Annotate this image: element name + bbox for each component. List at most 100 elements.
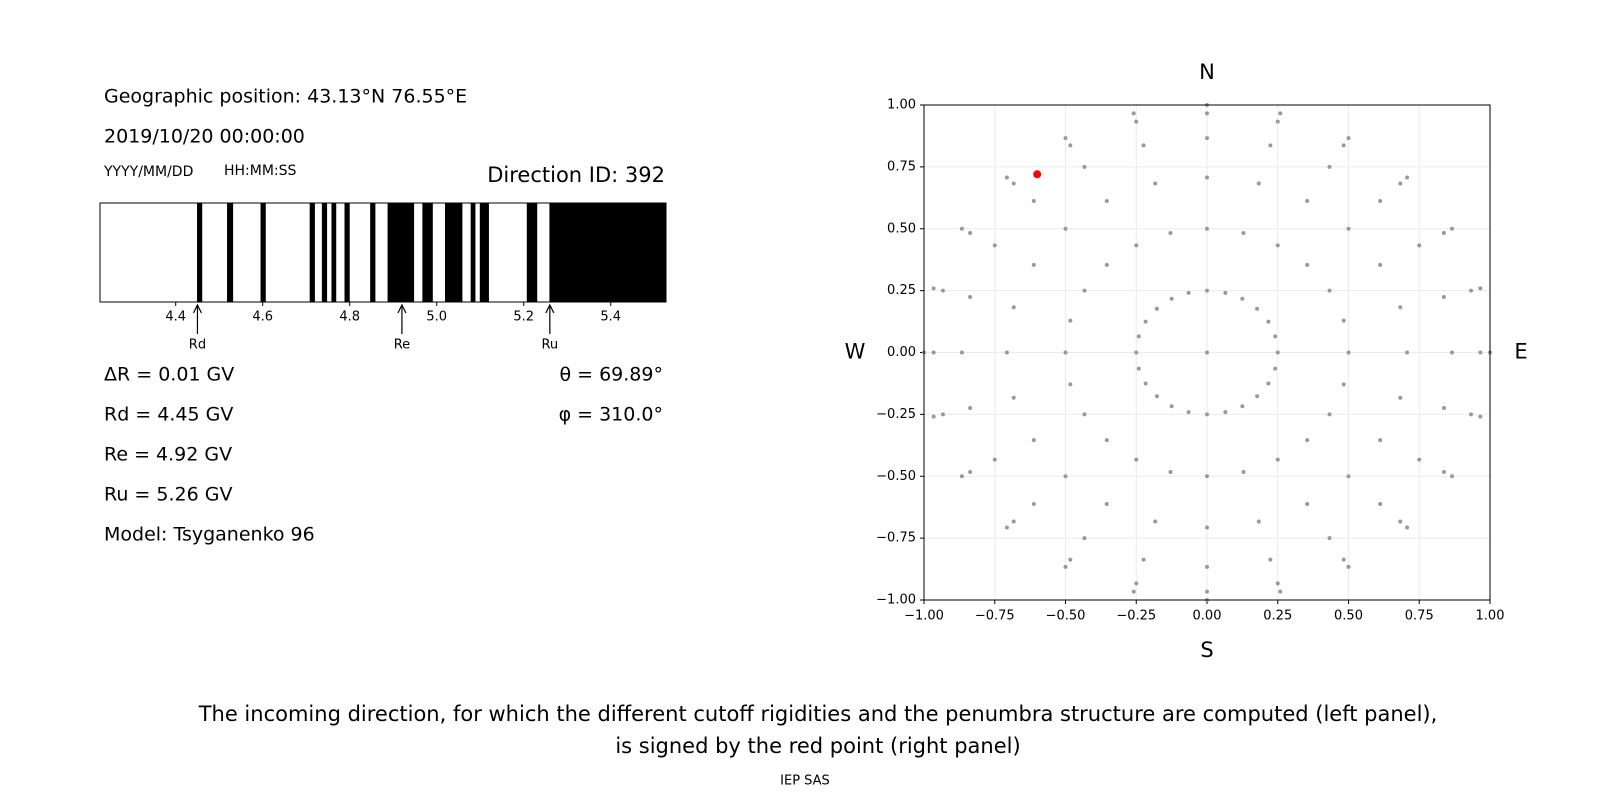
sky-point <box>1346 474 1351 479</box>
sky-point <box>1278 589 1283 594</box>
sky-point <box>1273 366 1278 371</box>
sky-point <box>1004 525 1009 530</box>
time-format: HH:MM:SS <box>224 163 297 179</box>
sky-point <box>1256 519 1261 524</box>
sky-point <box>1011 305 1016 310</box>
sky-point <box>1082 288 1087 293</box>
sky-point <box>1268 143 1273 148</box>
y-tick-label: 0.50 <box>887 221 916 236</box>
sky-point <box>1205 412 1209 417</box>
sky-point <box>1063 474 1068 479</box>
sky-point <box>1031 438 1036 443</box>
x-tick-label: −1.00 <box>904 609 944 624</box>
sky-point <box>1033 170 1042 179</box>
sky-point <box>1346 226 1351 231</box>
sky-point <box>1068 382 1073 387</box>
sky-point <box>1004 175 1009 180</box>
x-tick-label: 0.75 <box>1405 609 1434 624</box>
sky-point <box>1378 438 1383 443</box>
sky-point <box>1131 589 1136 594</box>
forbidden-band <box>260 203 266 302</box>
x-tick-label: 4.6 <box>252 310 273 325</box>
sky-point <box>959 226 964 231</box>
position-text: Geographic position: 43.13°N 76.55°E <box>104 86 467 108</box>
sky-point <box>1063 564 1068 569</box>
x-tick-label: −0.75 <box>975 609 1015 624</box>
sky-point <box>1154 394 1159 399</box>
sky-point <box>959 350 964 355</box>
sky-point <box>1240 404 1245 409</box>
sky-point <box>1169 404 1174 409</box>
sky-point <box>1450 350 1455 355</box>
sky-point <box>1141 557 1146 562</box>
sky-point <box>1136 334 1141 339</box>
sky-point <box>1341 382 1346 387</box>
sky-point <box>1305 438 1310 443</box>
sky-point <box>1405 350 1410 355</box>
forbidden-band <box>479 203 489 302</box>
plot-frame <box>923 104 1491 601</box>
compass-label: W <box>845 340 866 364</box>
sky-point <box>1063 350 1068 355</box>
info-line: Rd = 4.45 GV <box>104 404 233 426</box>
sky-point <box>940 288 945 293</box>
sky-point <box>1134 457 1139 462</box>
sky-point <box>931 350 936 355</box>
forbidden-band <box>370 203 376 302</box>
marker-arrowhead <box>545 303 555 314</box>
sky-point <box>1273 334 1278 339</box>
caption-line: The incoming direction, for which the di… <box>198 702 1438 726</box>
sky-point <box>1004 350 1009 355</box>
sky-point <box>1240 296 1245 301</box>
sky-point <box>1205 589 1209 594</box>
y-tick-label: 1.00 <box>887 98 916 113</box>
sky-point <box>1104 199 1109 204</box>
sky-point <box>1275 119 1280 124</box>
sky-point <box>1275 350 1280 355</box>
sky-point <box>1168 230 1173 235</box>
sky-point <box>1186 410 1191 415</box>
sky-point <box>1398 305 1403 310</box>
sky-point <box>1346 350 1351 355</box>
sky-point <box>1143 381 1148 386</box>
x-tick-label: −0.25 <box>1116 609 1156 624</box>
sky-point <box>1378 262 1383 267</box>
x-tick-label: 5.4 <box>600 310 621 325</box>
sky-point <box>1031 501 1036 506</box>
sky-point <box>1205 175 1209 180</box>
x-tick-label: 5.0 <box>426 310 447 325</box>
sky-point <box>1305 199 1310 204</box>
marker-label: Rd <box>189 338 206 353</box>
sky-point <box>1169 296 1174 301</box>
forbidden-band <box>470 203 476 302</box>
forbidden-band <box>387 203 415 302</box>
sky-point <box>1256 181 1261 186</box>
sky-point <box>1205 350 1209 355</box>
sky-point <box>1223 410 1228 415</box>
compass-label: S <box>1200 638 1213 662</box>
sky-point <box>1141 143 1146 148</box>
sky-point <box>1241 470 1246 475</box>
sky-point <box>1341 318 1346 323</box>
sky-point <box>1266 319 1271 324</box>
sky-point <box>1011 519 1016 524</box>
forbidden-band <box>321 203 328 302</box>
x-tick-label: 4.4 <box>165 310 186 325</box>
info-line: Model: Tsyganenko 96 <box>104 524 315 546</box>
y-tick-label: −0.25 <box>876 407 916 422</box>
sky-point <box>1478 286 1483 291</box>
sky-point <box>1205 226 1209 231</box>
angle-line: θ = 69.89° <box>559 364 663 386</box>
footer: IEP SAS <box>780 774 830 789</box>
sky-point <box>1478 350 1483 355</box>
sky-point <box>931 286 936 291</box>
sky-point <box>1205 111 1209 116</box>
sky-point <box>992 243 997 248</box>
sky-point <box>968 470 973 475</box>
sky-point <box>1378 199 1383 204</box>
sky-point <box>1082 164 1087 169</box>
angle-line: φ = 310.0° <box>559 404 663 426</box>
sky-point <box>1441 230 1446 235</box>
